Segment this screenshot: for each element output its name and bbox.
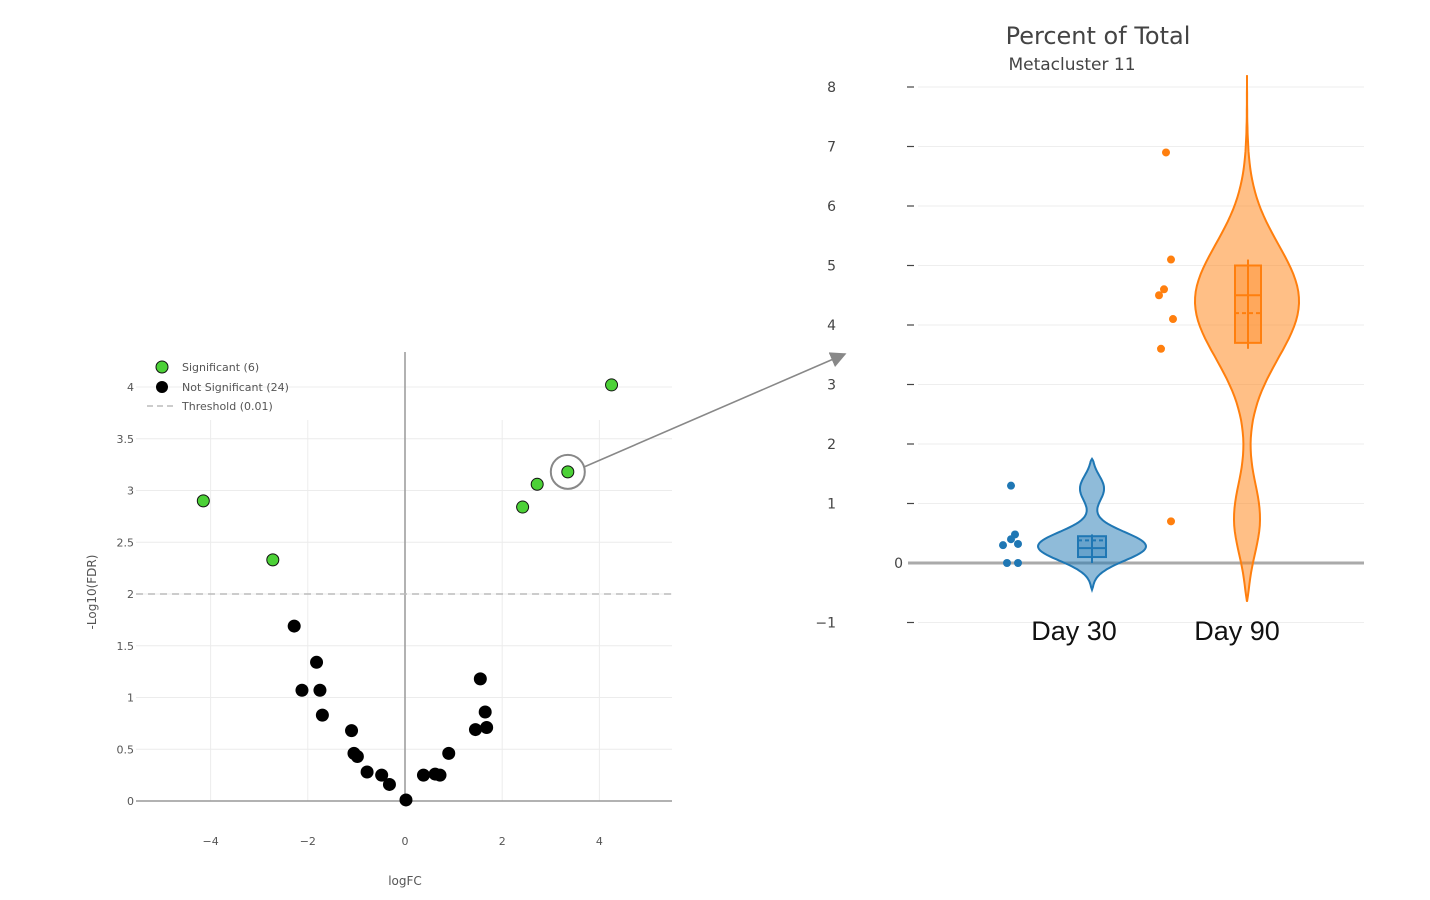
day-90-point	[1167, 255, 1175, 264]
violin-y-tick-label: 4	[827, 318, 836, 334]
violin-gridlines	[907, 86, 1364, 624]
not-significant-point	[478, 705, 492, 719]
legend-label-significant: Significant (6)	[182, 361, 259, 374]
not-significant-point	[313, 683, 327, 697]
volcano-plot: 0 0.5 1 1.5 2 2.5 3 3.5 4 −4 −2 0 2 4 Significant (6)…	[85, 352, 672, 888]
y-tick-label: 2	[127, 588, 134, 601]
day-30-point	[1007, 481, 1015, 490]
day-30-point	[1014, 539, 1022, 548]
category-label-day-30: Day 30	[1031, 616, 1117, 646]
day-90-point	[1169, 315, 1177, 324]
violin-plot: Percent of Total Metacluster 11 −1 0 1 2 3 4 5…	[815, 22, 1364, 646]
violin-title: Percent of Total	[1006, 22, 1191, 50]
not-significant-point	[315, 708, 329, 722]
volcano-axes	[136, 352, 672, 802]
volcano-points	[196, 378, 619, 807]
day-30-point	[1007, 535, 1015, 544]
y-tick-label: 3	[127, 485, 134, 498]
not-significant-point	[442, 746, 456, 760]
legend-marker-significant	[155, 360, 169, 374]
not-significant-point	[345, 724, 359, 738]
x-tick-label: −2	[300, 835, 316, 848]
y-tick-label: 1.5	[117, 640, 135, 653]
day-90-point	[1155, 291, 1163, 300]
violin-y-tick-label: 2	[827, 437, 836, 453]
violin-y-tick-label: 5	[827, 259, 836, 275]
violin-tick-labels: −1 0 1 2 3 4 5 6 7 8	[815, 80, 903, 632]
box-day-30-box	[1077, 535, 1107, 559]
y-tick-label: 0	[127, 795, 134, 808]
x-tick-label: 4	[596, 835, 603, 848]
violin-y-tick-label: 7	[827, 140, 836, 156]
y-tick-label: 0.5	[117, 743, 135, 756]
box-day-90-box	[1234, 264, 1262, 344]
not-significant-point	[295, 683, 309, 697]
y-tick-label: 2.5	[117, 536, 135, 549]
not-significant-point	[468, 723, 482, 737]
x-axis-label: logFC	[388, 874, 422, 888]
y-tick-label: 1	[127, 692, 134, 705]
not-significant-point	[416, 768, 430, 782]
not-significant-point	[360, 765, 374, 779]
violin-y-tick-label: 8	[827, 80, 836, 96]
violin-y-tick-label: 6	[827, 199, 836, 215]
not-significant-point	[399, 793, 413, 807]
violin-y-tick-label: −1	[815, 616, 836, 632]
not-significant-point	[375, 768, 389, 782]
not-significant-point	[310, 655, 324, 669]
not-significant-point	[382, 777, 396, 791]
not-significant-point	[433, 768, 447, 782]
not-significant-point	[480, 721, 494, 735]
y-tick-label: 4	[127, 381, 134, 394]
significant-point	[605, 378, 619, 392]
category-label-day-90: Day 90	[1194, 616, 1280, 646]
highlight-ring	[549, 453, 586, 490]
violin-y-tick-label: 1	[827, 497, 836, 513]
day-90-point	[1160, 285, 1168, 294]
significant-point	[266, 553, 280, 567]
volcano-gridlines	[136, 386, 672, 801]
legend-label-threshold: Threshold (0.01)	[181, 400, 273, 413]
violin-points	[999, 148, 1177, 567]
x-tick-label: 0	[402, 835, 409, 848]
volcano-legend: Significant (6) Not Significant (24) Thr…	[147, 360, 289, 413]
volcano-tick-labels: 0 0.5 1 1.5 2 2.5 3 3.5 4 −4 −2 0 2 4	[117, 381, 603, 848]
violin-y-tick-label: 0	[894, 556, 903, 572]
day-90-point	[1157, 344, 1165, 353]
x-tick-label: −4	[202, 835, 218, 848]
significant-point	[561, 465, 575, 479]
y-tick-label: 3.5	[117, 433, 135, 446]
not-significant-point	[473, 672, 487, 686]
legend-marker-not-significant	[156, 381, 168, 393]
day-30-point	[999, 541, 1007, 550]
not-significant-point	[287, 619, 301, 633]
y-axis-label: -Log10(FDR)	[85, 555, 99, 630]
day-30-point	[1003, 559, 1011, 567]
violin-day-30	[1036, 457, 1148, 593]
legend-label-not-significant: Not Significant (24)	[182, 381, 289, 394]
violin-y-tick-label: 3	[827, 378, 836, 394]
significant-point	[530, 477, 544, 491]
violin-shapes	[1036, 75, 1301, 602]
violin-subtitle: Metacluster 11	[1008, 55, 1135, 75]
day-90-point	[1162, 148, 1170, 157]
significant-point	[196, 494, 210, 508]
significant-point	[516, 500, 530, 514]
day-30-point	[1014, 559, 1022, 567]
link-arrow	[583, 352, 847, 468]
x-tick-label: 2	[499, 835, 506, 848]
not-significant-point	[350, 749, 364, 763]
day-90-point	[1167, 517, 1175, 526]
